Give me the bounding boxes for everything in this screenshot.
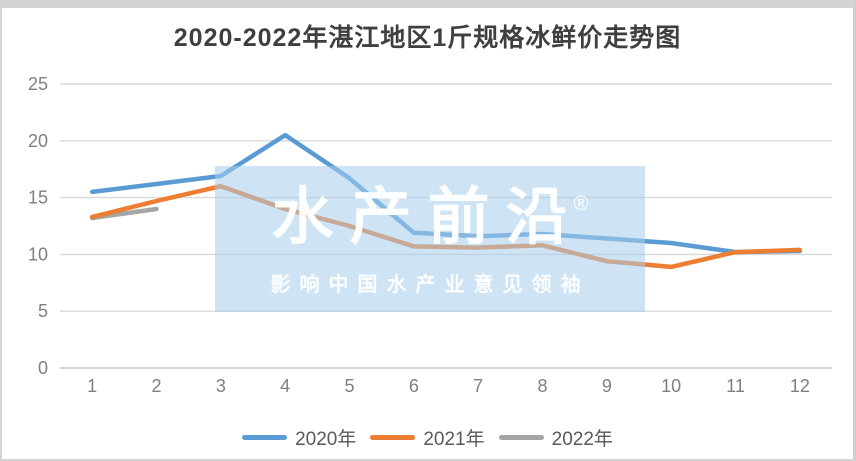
y-axis-label-15: 15 (28, 188, 48, 208)
legend-item-2022: 2022年 (498, 424, 613, 451)
legend-item-2021: 2021年 (370, 424, 485, 451)
legend-item-2020: 2020年 (242, 424, 356, 451)
x-axis-label-11: 11 (726, 376, 745, 396)
x-axis-label-12: 12 (790, 376, 810, 396)
y-axis-label-25: 25 (28, 74, 48, 94)
legend-swatch-2020 (242, 435, 288, 440)
x-axis-label-4: 4 (280, 376, 290, 396)
y-axis-label-10: 10 (28, 244, 48, 264)
y-axis-label-0: 0 (38, 358, 48, 378)
legend-label-2020: 2020年 (295, 429, 357, 450)
legend-label-2022: 2022年 (551, 429, 613, 450)
y-axis-label-20: 20 (28, 131, 48, 151)
x-axis-label-5: 5 (344, 376, 354, 396)
legend-label-2021: 2021年 (423, 429, 485, 450)
chart-legend: 2020年 2021年 2022年 (2, 424, 853, 451)
x-axis-label-9: 9 (602, 376, 612, 396)
x-axis-label-10: 10 (661, 376, 681, 396)
x-axis-label-1: 1 (87, 376, 97, 396)
x-axis-label-6: 6 (409, 376, 419, 396)
legend-swatch-2021 (370, 435, 416, 440)
chart-title: 2020-2022年湛江地区1斤规格冰鲜价走势图 (173, 24, 682, 52)
x-axis-label-7: 7 (473, 376, 483, 396)
legend-swatch-2022 (498, 435, 544, 440)
x-axis-label-3: 3 (216, 376, 226, 396)
y-axis-label-5: 5 (38, 301, 48, 321)
x-axis-label-2: 2 (151, 376, 161, 396)
x-axis-label-8: 8 (537, 376, 547, 396)
